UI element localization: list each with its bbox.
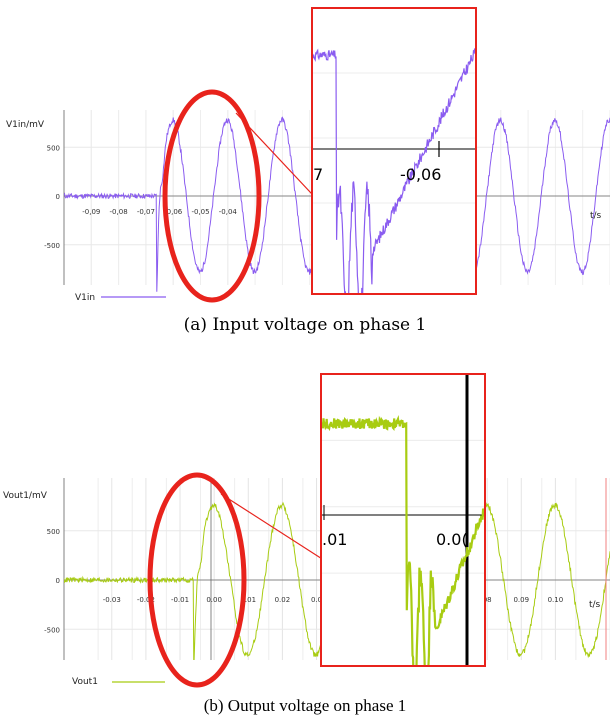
- x-tick-label: 08: [483, 596, 492, 604]
- zoom-box-background: [312, 8, 476, 294]
- zoom-series-line: [321, 415, 485, 666]
- zoom-tick-label-right: 0.0(: [436, 530, 468, 549]
- x-tick-label: 0.09: [513, 596, 529, 604]
- x-tick-label: -0,08: [110, 208, 128, 216]
- output-voltage-chart: Vout1/mV 500 0 -500 -0.03 -0.02 -0.01 0.00 0.0…: [3, 373, 610, 715]
- y-axis-label: Vout1/mV: [3, 491, 48, 501]
- zoom-box-background: [321, 374, 485, 666]
- legend-label: V1in: [75, 293, 95, 303]
- zoom-grid: [321, 439, 485, 574]
- x-tick-label: -0.03: [103, 596, 121, 604]
- x-tick-label: 0.01: [240, 596, 256, 604]
- x-tick-label: 0.0: [311, 596, 322, 604]
- x-tick-label: 0.10: [548, 596, 564, 604]
- y-tick-label: 0: [56, 193, 60, 201]
- y-tick-label: 500: [47, 528, 60, 536]
- y-tick-label: -500: [44, 626, 60, 634]
- legend-label: Vout1: [72, 677, 98, 687]
- x-axis-label: t/s: [589, 600, 601, 610]
- x-tick-label: -0.01: [171, 596, 189, 604]
- caption: (b) Output voltage on phase 1: [204, 696, 407, 715]
- y-tick-label: 500: [47, 144, 60, 152]
- input-voltage-chart: V1in/mV 500 0 -500 -0,09 -0,08 -0,07 -0,06 -0,…: [6, 7, 610, 335]
- caption: (a) Input voltage on phase 1: [184, 315, 427, 335]
- x-tick-label: 0.02: [275, 596, 291, 604]
- x-tick-label: -0,04: [219, 208, 238, 216]
- zoom-tick-label-right: -0,06: [400, 165, 441, 184]
- x-tick-label: 0.00: [206, 596, 222, 604]
- zoom-box-frame: [311, 7, 477, 295]
- x-tick-label: -0.02: [137, 596, 155, 604]
- x-tick-label: -0,06: [164, 208, 183, 216]
- x-axis-label: t/s: [590, 211, 602, 221]
- y-axis-label: V1in/mV: [6, 120, 45, 130]
- zoom-tick-label-left: 7: [313, 165, 323, 184]
- zoom-box-frame: [320, 373, 486, 667]
- highlight-ellipse: [147, 472, 247, 688]
- x-ticks: -0.03 -0.02 -0.01 0.00 0.01 0.02 0.0 08 0.09 0.10: [103, 596, 563, 604]
- x-tick-label: -0,09: [82, 208, 100, 216]
- zoom-tick-label-left: .01: [322, 530, 347, 549]
- y-ticks: 500 0 -500: [44, 144, 60, 250]
- y-tick-label: 0: [56, 577, 60, 585]
- x-tick-label: -0,05: [191, 208, 209, 216]
- y-ticks: 500 0 -500: [44, 528, 60, 635]
- highlight-ellipse: [162, 89, 262, 303]
- zoom-series-line: [312, 48, 476, 294]
- y-tick-label: -500: [44, 242, 60, 250]
- x-tick-label: -0,07: [137, 208, 155, 216]
